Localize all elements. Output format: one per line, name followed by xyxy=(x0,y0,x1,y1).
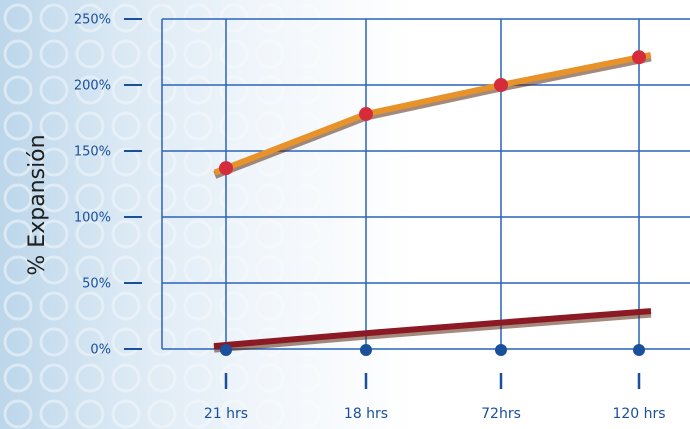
x-axis-dot xyxy=(360,344,372,356)
y-axis-title: % Expansión xyxy=(25,134,50,275)
y-tick-label: 100% xyxy=(74,211,111,226)
x-tick-label: 18 hrs xyxy=(344,406,388,422)
y-tick-label: 50% xyxy=(82,277,111,292)
x-axis: 21 hrs 18 hrs 72hrs 120 hrs xyxy=(204,344,666,422)
data-point xyxy=(219,161,233,176)
y-tick-label: 250% xyxy=(74,13,111,28)
x-axis-dot xyxy=(220,344,232,356)
x-tick-label: 120 hrs xyxy=(612,406,665,422)
data-point xyxy=(494,78,508,92)
y-tick-label: 200% xyxy=(74,79,111,94)
x-tick-label: 72hrs xyxy=(481,406,521,422)
x-tick-label: 21 hrs xyxy=(204,406,248,422)
background-pattern xyxy=(0,0,330,429)
y-tick-label: 0% xyxy=(90,343,111,358)
grid xyxy=(161,18,690,350)
x-axis-dot xyxy=(633,344,645,356)
x-axis-dot xyxy=(495,344,507,356)
y-tick-label: 150% xyxy=(74,145,111,160)
data-point xyxy=(359,107,373,122)
data-point xyxy=(632,50,646,65)
y-axis: 250% 200% 150% 100% 50% 0% xyxy=(74,13,142,358)
